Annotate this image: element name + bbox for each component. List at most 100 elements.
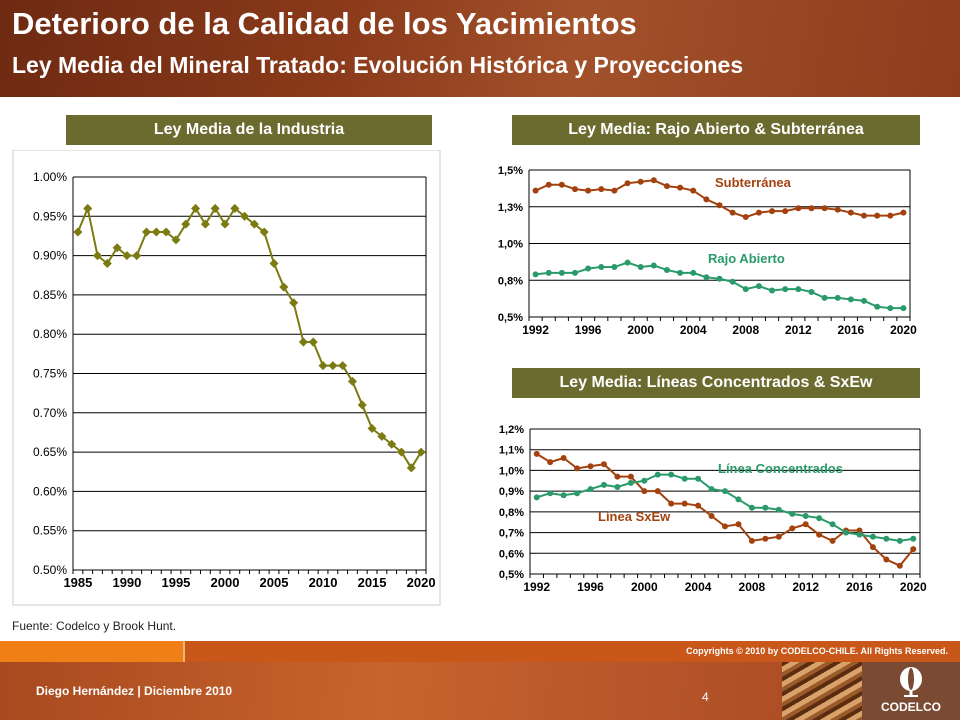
data-point [829,537,836,544]
data-point [200,219,210,229]
data-point [762,504,769,511]
data-point [663,183,670,190]
data-point [560,455,567,461]
footer-bar [185,641,960,662]
y-tick-label: 0.55% [33,524,67,538]
y-tick-label: 0,8% [498,275,523,287]
x-tick-label: 1996 [577,580,604,594]
data-point [729,278,736,285]
header-banner: Deterioro de la Calidad de los Yacimient… [0,0,960,97]
data-point [782,208,789,215]
chart-industria: 0.50% 0.55% 0.60% 0.65% 0.70% 0.75% 0.80% 0.85%… [12,150,441,606]
data-point [571,186,578,193]
data-point [716,275,723,282]
data-point [829,521,836,528]
data-point [624,180,631,187]
x-tick-label: 2004 [680,323,707,337]
data-point [677,184,684,191]
data-point [789,525,796,532]
data-point [298,337,308,347]
data-point [900,209,907,216]
codelco-emblem-icon [900,667,922,697]
data-point [900,305,907,312]
data-point [874,212,881,219]
data-point [614,484,621,490]
data-point [690,269,697,276]
data-point [722,523,728,530]
data-point [722,488,728,495]
data-point [789,510,796,517]
source-note: Fuente: Codelco y Brook Hunt. [12,619,177,633]
x-tick-label: 2000 [211,575,240,590]
x-tick-label: 2000 [631,580,658,594]
data-point [308,337,318,347]
data-point [611,264,618,271]
data-point [834,206,841,213]
data-point [755,283,762,290]
y-tick-label: 1,2% [499,424,524,436]
y-tick-label: 1,5% [498,165,523,177]
page-subtitle: Ley Media del Mineral Tratado: Evolución… [12,52,744,78]
data-point [802,521,809,528]
data-point [681,500,688,507]
data-point [883,535,890,542]
chart-title-concentrados-sxew: Ley Media: Líneas Concentrados & SxEw [512,368,920,398]
data-point [816,515,823,522]
x-tick-label: 1990 [112,575,141,590]
x-tick-label: 2005 [260,575,289,590]
data-point [695,475,702,482]
data-point [910,535,917,542]
x-tick-label: 2012 [785,323,812,337]
data-point [887,305,894,312]
x-tick-label: 1985 [63,575,92,590]
y-tick-label: 0,5% [498,312,523,324]
data-point [545,269,552,276]
data-point [558,181,565,188]
y-tick-label: 0.95% [33,209,67,223]
x-tick-label: 2008 [739,580,766,594]
data-point [585,265,592,272]
data-point [637,264,644,271]
data-point [896,562,903,569]
y-tick-label: 0.75% [33,367,67,381]
data-point [533,494,540,501]
y-tick-label: 1,3% [498,202,523,214]
data-point [611,187,618,194]
data-point [181,219,191,229]
data-point [677,269,684,276]
footer-bar-accent [0,641,185,662]
chart-frame [12,150,441,606]
y-tick-label: 0.50% [33,563,67,577]
x-tick-label: 2020 [890,323,917,337]
data-point [532,187,539,194]
data-point [742,286,749,293]
data-point [708,486,715,493]
data-point [782,286,789,293]
data-point [357,400,367,410]
data-point [560,492,567,499]
data-point [883,556,890,563]
page-number: 4 [702,690,709,704]
page-title: Deterioro de la Calidad de los Yacimient… [12,6,637,41]
y-tick-label: 0,5% [499,569,524,581]
data-point [558,269,565,276]
data-point [690,187,697,194]
data-point [869,544,876,551]
data-point [910,546,917,553]
y-tick-label: 0.90% [33,249,67,263]
chart-concentrados-sxew: 0,5% 0,6% 0,7% 0,8% 0,9% 1,0% 1,1% 1,2% 1992 1996… [499,424,927,594]
data-point [808,205,815,212]
y-tick-label: 0.85% [33,288,67,302]
data-point [654,488,661,495]
data-point [729,209,736,216]
data-point [210,203,220,213]
data-point [775,506,782,513]
data-point [874,303,881,310]
y-tick-label: 1,0% [498,239,523,251]
data-point [587,463,594,470]
data-point [650,262,657,269]
y-tick-label: 1,0% [499,465,524,477]
data-point [102,258,112,268]
data-point [856,531,863,538]
data-point [654,471,661,478]
